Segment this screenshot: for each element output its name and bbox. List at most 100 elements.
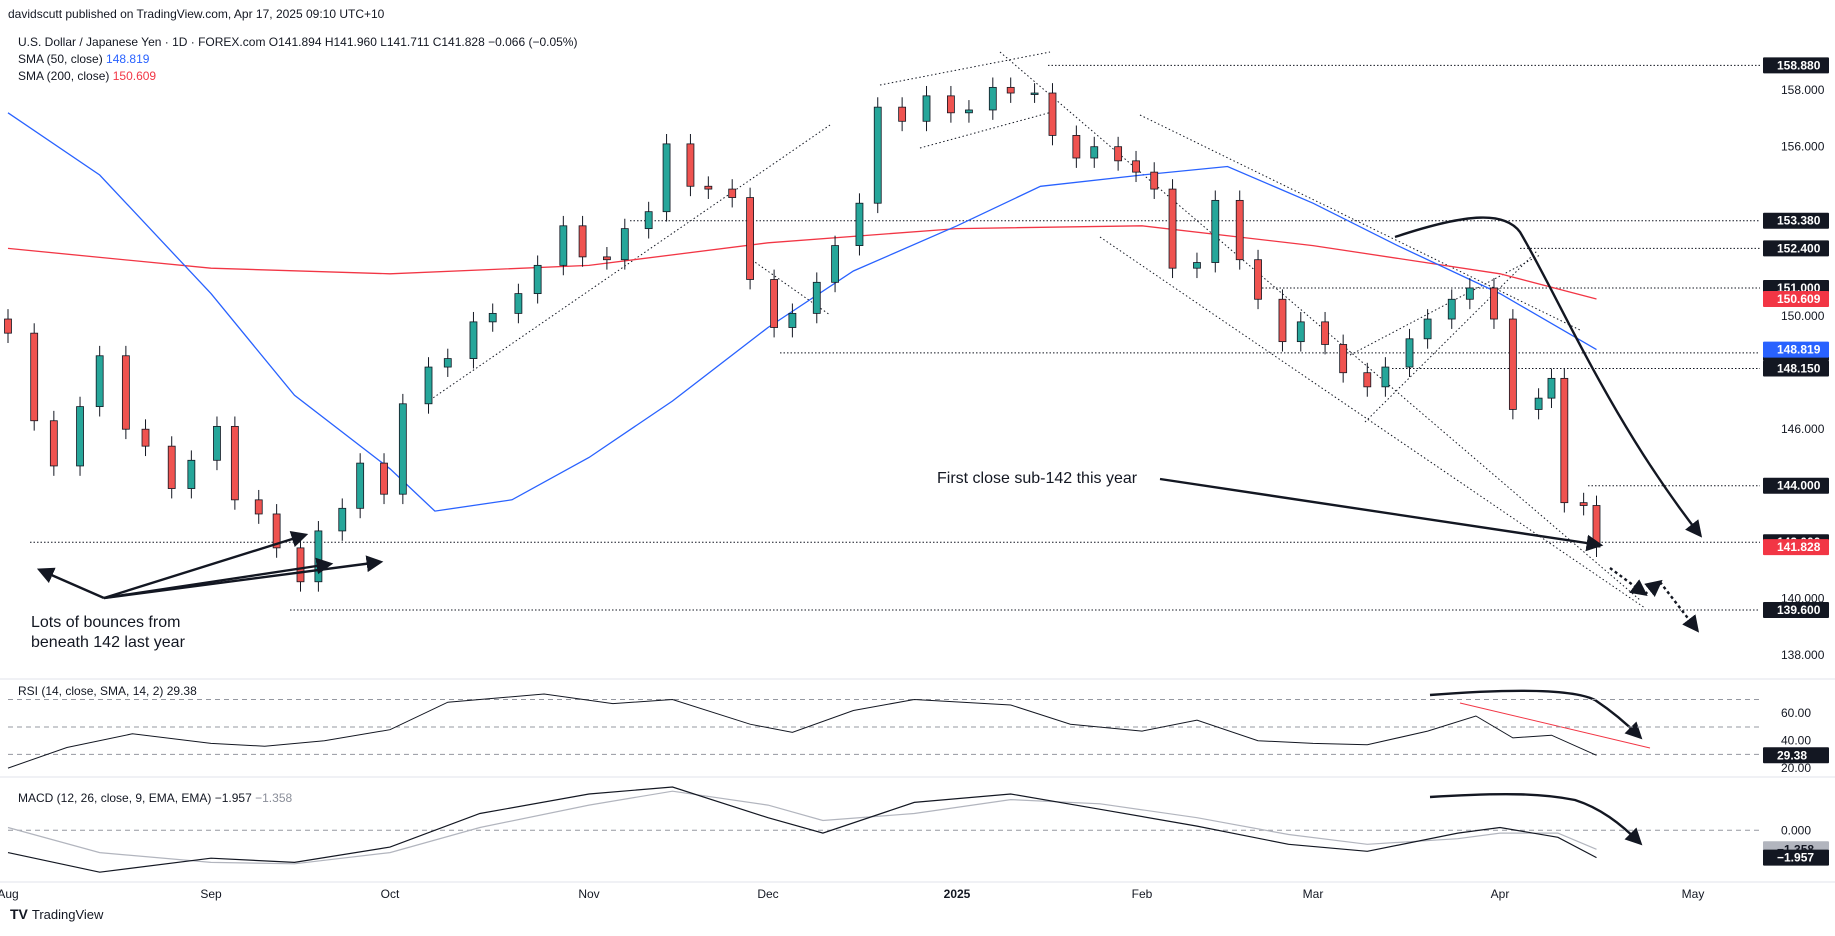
candle-body: [686, 143, 695, 187]
price-tick-label: 150.000: [1781, 309, 1825, 323]
candle-body: [1030, 92, 1039, 95]
candle-body: [1363, 372, 1372, 388]
price-tag-bg: [1763, 539, 1829, 556]
candle-body: [1150, 171, 1159, 190]
macd-tick-label: 0.000: [1781, 823, 1811, 837]
level-tag-bg: [1763, 57, 1829, 74]
macd-label: MACD (12, 26, close, 9, EMA, EMA): [18, 791, 212, 805]
rsi-label: RSI (14, close, SMA, 14, 2): [18, 684, 164, 698]
sma50-value: 148.819: [106, 52, 150, 66]
dashed-arrow: [1659, 581, 1700, 633]
candle-body: [1579, 502, 1588, 506]
candle-body: [770, 279, 778, 328]
rsi-tick-label: 60.00: [1781, 706, 1811, 720]
macd-signal-value: −1.358: [255, 791, 293, 805]
sma50-legend[interactable]: SMA (50, close) 148.819: [18, 52, 149, 66]
tradingview-branding[interactable]: TV TradingView: [10, 906, 103, 922]
candle-body: [4, 318, 12, 334]
candle-body: [230, 425, 239, 501]
candle-body: [30, 332, 39, 422]
level-tag: 139.600: [1777, 603, 1821, 617]
price-tick-label: 158.000: [1781, 83, 1825, 97]
candle-body: [488, 312, 497, 323]
drawn-arrow: [1159, 477, 1604, 552]
candle-body: [559, 225, 568, 266]
trendline: [919, 111, 1053, 149]
candle-body: [1547, 377, 1556, 399]
candle-body: [141, 428, 150, 447]
candle-body: [704, 185, 713, 190]
candle-body: [1193, 262, 1201, 269]
time-tick-label: Dec: [757, 887, 778, 901]
candle-body: [1072, 135, 1081, 159]
price-tick-label: 146.000: [1781, 422, 1825, 436]
level-tag: 144.000: [1777, 479, 1821, 493]
rsi-red-trendline: [1459, 702, 1651, 749]
time-tick-label: Apr: [1491, 887, 1510, 901]
candle-body: [898, 106, 907, 122]
candle-body: [644, 211, 653, 230]
tradingview-name: TradingView: [31, 906, 104, 922]
level-tag-bg: [1763, 477, 1829, 494]
candle-body: [187, 459, 196, 489]
level-tag: 158.880: [1777, 58, 1821, 72]
candle-body: [578, 225, 587, 258]
candle-body: [662, 143, 671, 213]
symbol-line: U.S. Dollar / Japanese Yen · 1D · FOREX.…: [18, 35, 577, 49]
candle-body: [272, 513, 281, 549]
trendline: [1139, 114, 1581, 331]
candle-body: [213, 425, 221, 461]
trendline: [1099, 236, 1646, 609]
candle-body: [380, 462, 388, 495]
symbol-name[interactable]: U.S. Dollar / Japanese Yen · 1D · FOREX.…: [18, 35, 266, 49]
candle-body: [1132, 160, 1140, 173]
candle-body: [314, 530, 323, 583]
level-tag-bg: [1763, 212, 1829, 229]
dashed-arrow: [1609, 567, 1648, 597]
candle-body: [746, 197, 754, 280]
price-tag: 141.828: [1777, 540, 1821, 554]
macd-value: −1.957: [214, 791, 252, 805]
candle-body: [1254, 259, 1262, 300]
candle-body: [812, 281, 821, 314]
trendline: [429, 124, 831, 401]
rsi-legend[interactable]: RSI (14, close, SMA, 14, 2) 29.38: [18, 684, 197, 698]
candle-body: [167, 445, 176, 489]
ohlc-values: O141.894 H141.960 L141.711 C141.828 −0.0…: [268, 35, 578, 49]
candle-body: [1235, 199, 1244, 261]
candles: [4, 77, 1601, 592]
candle-body: [1278, 298, 1287, 343]
candle-body: [1114, 146, 1123, 162]
level-tag: 152.400: [1777, 241, 1821, 255]
level-tag: 153.380: [1777, 214, 1821, 228]
candle-body: [121, 355, 130, 430]
candle-body: [76, 406, 84, 467]
time-tick-label: 2025: [944, 887, 971, 901]
candle-body: [831, 245, 839, 283]
candle-body: [1296, 321, 1305, 343]
level-tag-bg: [1763, 602, 1829, 619]
tradingview-logo-icon: TV: [10, 906, 28, 922]
candle-body: [1211, 199, 1220, 263]
candle-body: [788, 312, 797, 328]
sma200-value: 150.609: [112, 69, 157, 83]
candle-body: [338, 507, 347, 532]
trendline: [879, 51, 1051, 86]
rsi-tick-label: 40.00: [1781, 734, 1811, 748]
trendline: [1364, 249, 1539, 423]
rsi-tag-bg: [1763, 747, 1829, 764]
candle-body: [1465, 287, 1474, 300]
time-tick-label: Oct: [381, 887, 400, 901]
macd-divergence-arrow: [1429, 792, 1643, 846]
drawn-arrow: [103, 555, 384, 600]
level-tag-bg: [1763, 360, 1829, 377]
candle-body: [728, 188, 737, 198]
sma200-legend[interactable]: SMA (200, close) 150.609: [18, 69, 156, 83]
macd-legend[interactable]: MACD (12, 26, close, 9, EMA, EMA) −1.957…: [18, 791, 292, 805]
candle-body: [1090, 146, 1099, 159]
price-tag: 148.819: [1777, 343, 1821, 357]
candle-body: [424, 366, 433, 405]
